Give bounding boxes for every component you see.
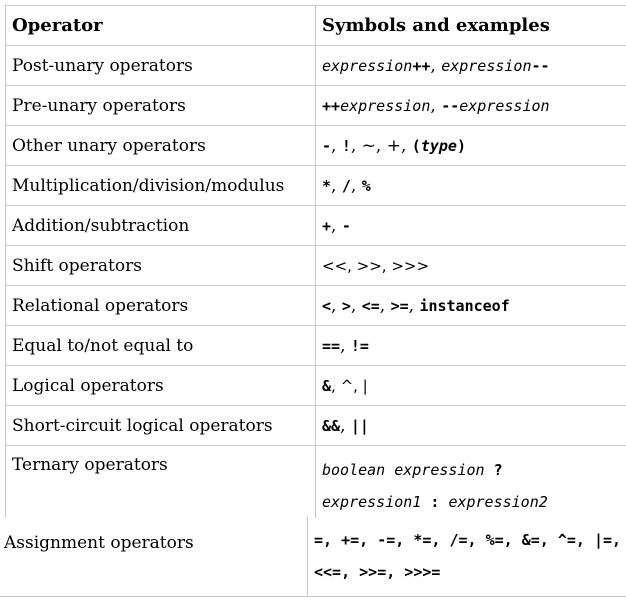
sym-op: :	[421, 493, 449, 511]
operator-name: Other unary operators	[5, 125, 316, 166]
sym-expression: expression2	[448, 493, 548, 511]
sym-op: <<, >>, >>>	[322, 256, 430, 275]
sym-op: %	[361, 176, 371, 195]
assignment-line-1: =, +=, -=, *=, /=, %=, &=, ^=, |=,	[314, 530, 622, 549]
operator-name: Pre-unary operators	[5, 85, 316, 126]
operator-name: Short-circuit logical operators	[5, 405, 316, 446]
sym-op: <=	[361, 296, 380, 315]
table-row: Relational operators <, >, <=, >=, insta…	[5, 285, 626, 326]
table-row: Equal to/not equal to ==, !=	[5, 325, 626, 366]
sym-expression: expression	[340, 96, 431, 115]
operator-symbols: &&, ||	[315, 405, 626, 446]
sym-sep: ,	[331, 295, 342, 316]
sym-expression: expression	[459, 96, 550, 115]
operator-symbols: *, /, %	[315, 165, 626, 206]
sym-op: !=	[350, 336, 369, 355]
operator-symbols: ++expression, --expression	[315, 85, 626, 126]
sym-op: )	[456, 136, 466, 155]
sym-op: &&	[322, 416, 341, 435]
assignment-table: Assignment operators =, +=, -=, *=, /=, …	[0, 516, 626, 597]
operator-table: Operator Symbols and examples Post-unary…	[5, 5, 626, 518]
sym-op: ==	[322, 336, 341, 355]
sym-type: type	[420, 136, 457, 155]
operator-symbols: <<, >>, >>>	[315, 245, 626, 286]
sym-expression: boolean expression	[322, 461, 485, 479]
sym-expression: expression	[322, 56, 413, 75]
sym-op: +	[322, 216, 332, 235]
sym-op: -	[322, 136, 332, 155]
table-row: Post-unary operators expression++, expre…	[5, 45, 626, 86]
table-row: Other unary operators -, !, ~, +, (type)	[5, 125, 626, 166]
sym-op: ||	[350, 416, 369, 435]
ternary-line-1: boolean expression ?	[322, 454, 626, 486]
sym-sep: ,	[350, 295, 362, 316]
table-row: Pre-unary operators ++expression, --expr…	[5, 85, 626, 126]
sym-sep: ,	[340, 335, 351, 356]
sym-sep: ,	[430, 55, 442, 76]
sym-op: --	[531, 56, 550, 75]
ternary-line-2: expression1 : expression2	[322, 486, 626, 518]
operator-symbols: -, !, ~, +, (type)	[315, 125, 626, 166]
operator-symbols: boolean expression ? expression1 : expre…	[315, 445, 626, 518]
sym-expression: expression	[441, 56, 532, 75]
sym-op: , ^, |	[331, 376, 368, 395]
sym-expression: expression1	[322, 493, 422, 511]
operator-symbols: ==, !=	[315, 325, 626, 366]
table-header-row: Operator Symbols and examples	[5, 5, 626, 46]
operator-symbols: <, >, <=, >=, instanceof	[315, 285, 626, 326]
table-row: Logical operators &, ^, |	[5, 365, 626, 406]
sym-op: *	[322, 176, 332, 195]
sym-keyword: instanceof	[419, 296, 510, 315]
sym-op: --	[441, 96, 460, 115]
sym-sep: ,	[350, 175, 362, 196]
operator-name: Post-unary operators	[5, 45, 316, 86]
operator-symbols: &, ^, |	[315, 365, 626, 406]
sym-sep: ,	[331, 175, 342, 196]
sym-op: &	[322, 376, 332, 395]
sym-op: >	[341, 296, 351, 315]
operator-name: Relational operators	[5, 285, 316, 326]
table-row: Short-circuit logical operators &&, ||	[5, 405, 626, 446]
sym-op: ?	[484, 461, 503, 479]
operator-name: Multiplication/division/modulus	[5, 165, 316, 206]
sym-sep: ,	[331, 215, 342, 236]
table-row: Ternary operators boolean expression ? e…	[5, 445, 626, 518]
operator-symbols: expression++, expression--	[315, 45, 626, 86]
sym-op: /	[341, 176, 351, 195]
sym-op: !	[341, 136, 351, 155]
header-symbols: Symbols and examples	[315, 5, 626, 46]
sym-op: (	[411, 136, 421, 155]
assignment-line-2: <<=, >>=, >>>=	[314, 562, 441, 581]
table-row: Multiplication/division/modulus *, /, %	[5, 165, 626, 206]
operator-name: Logical operators	[5, 365, 316, 406]
operator-name: Ternary operators	[5, 445, 316, 518]
sym-op: >=	[390, 296, 409, 315]
sym-sep: ,	[340, 415, 351, 436]
table-row: Addition/subtraction +, -	[5, 205, 626, 246]
operator-name: Shift operators	[5, 245, 316, 286]
operator-name: Assignment operators	[0, 516, 308, 597]
sym-sep: ,	[408, 295, 420, 316]
sym-op: ++	[412, 56, 431, 75]
sym-sep: ,	[430, 95, 442, 116]
header-operator: Operator	[5, 5, 316, 46]
sym-op: ++	[322, 96, 341, 115]
table-row: Shift operators <<, >>, >>>	[5, 245, 626, 286]
operator-name: Equal to/not equal to	[5, 325, 316, 366]
sym-sep: ,	[331, 135, 342, 156]
table-row: Assignment operators =, +=, -=, *=, /=, …	[0, 516, 626, 597]
sym-sep: , ~, +,	[350, 135, 412, 156]
operator-symbols: =, +=, -=, *=, /=, %=, &=, ^=, |=, <<=, …	[307, 516, 626, 597]
sym-op: -	[341, 216, 351, 235]
sym-sep: ,	[379, 295, 391, 316]
operator-symbols: +, -	[315, 205, 626, 246]
sym-op: <	[322, 296, 332, 315]
operator-name: Addition/subtraction	[5, 205, 316, 246]
